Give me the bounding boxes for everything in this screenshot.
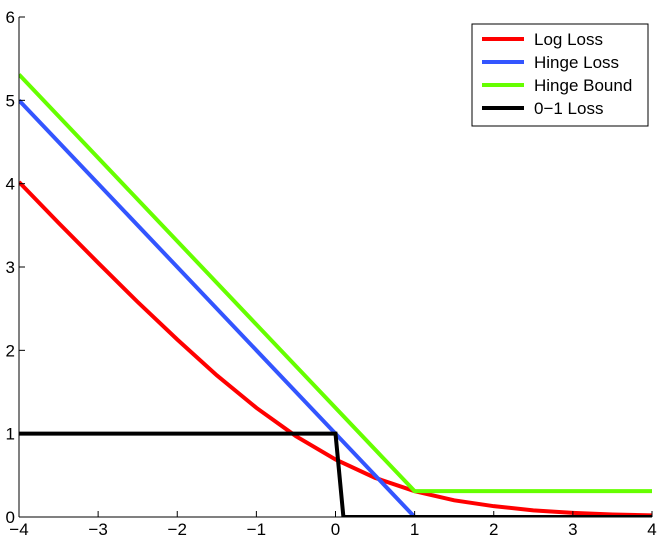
x-tick-label: 3 [568,520,577,539]
series-line-log-loss [19,180,652,517]
y-tick-label: 2 [6,341,15,360]
series-layer [19,73,652,517]
series-line-hinge-bound [19,73,652,494]
x-tick-label: −2 [168,520,187,539]
x-tick-label: 2 [489,520,498,539]
y-tick-label: 3 [6,258,15,277]
x-tick-label: −4 [9,520,28,539]
axes-layer: −4 −3 −2 −1 0 1 2 3 4 0 1 2 3 4 5 6 [6,8,657,539]
legend-label: Log Loss [534,30,603,49]
x-tick-label: −3 [88,520,107,539]
x-tick-label: −1 [247,520,266,539]
y-tick-label: 0 [6,508,15,527]
y-tick-label: 5 [6,91,15,110]
y-tick-label: 4 [6,175,15,194]
x-tick-label: 4 [647,520,656,539]
series-line-hinge-loss [19,98,417,517]
legend-label: Hinge Bound [534,76,632,95]
x-tick-label: 1 [410,520,419,539]
legend-label: 0−1 Loss [534,99,603,118]
series-line-0-1-loss [19,431,652,517]
legend-label: Hinge Loss [534,53,619,72]
y-tick-label: 6 [6,8,15,27]
legend: Log Loss Hinge Loss Hinge Bound 0−1 Loss [471,23,649,127]
y-tick-label: 1 [6,425,15,444]
x-tick-label: 0 [331,520,340,539]
